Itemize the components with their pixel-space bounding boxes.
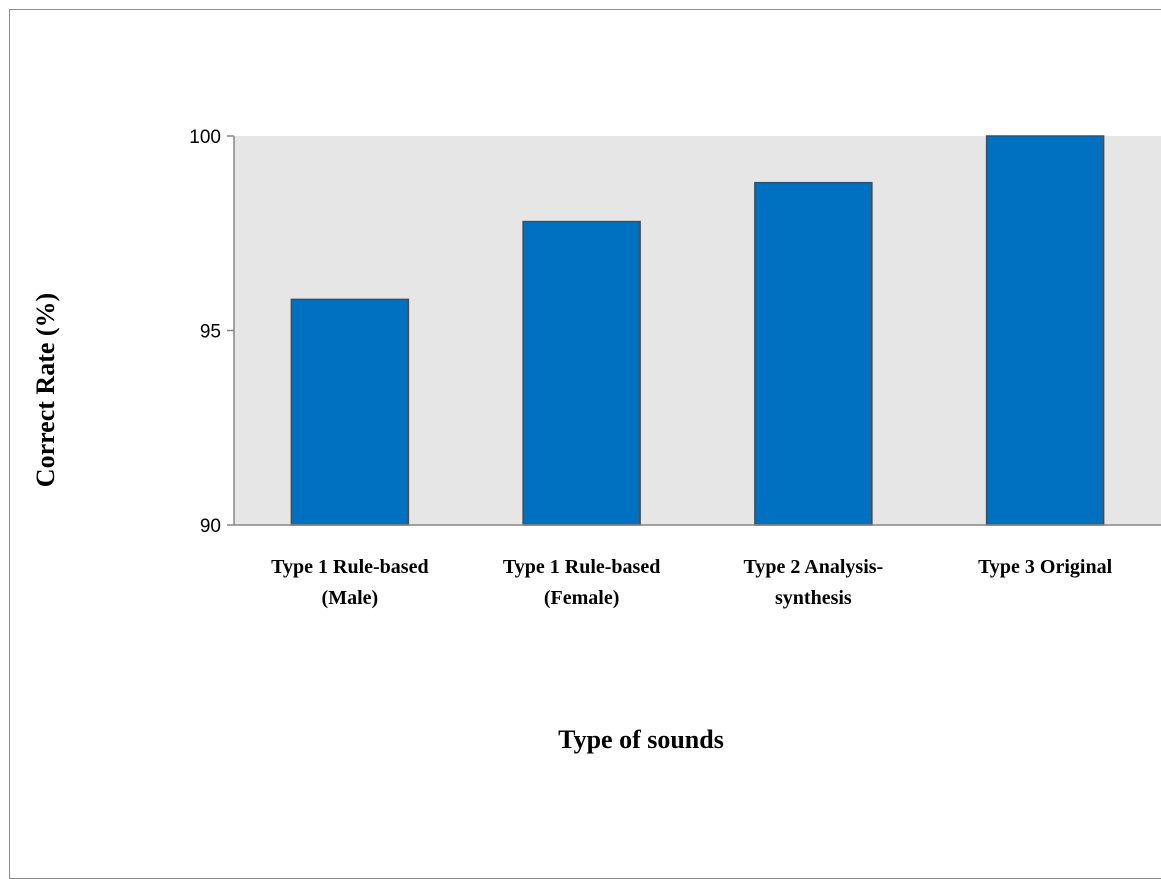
x-tick-label: Type 1 Rule-based bbox=[271, 556, 428, 578]
x-tick-label: (Female) bbox=[544, 587, 620, 609]
y-tick-label: 95 bbox=[200, 322, 221, 343]
bar-group bbox=[290, 135, 1105, 526]
x-axis-title: Type of sounds bbox=[558, 725, 724, 754]
x-tick-label: Type 2 Analysis- bbox=[744, 556, 884, 578]
y-tick-label: 90 bbox=[200, 516, 221, 537]
y-tick-label: 100 bbox=[189, 127, 221, 148]
y-axis-title: Correct Rate (%) bbox=[31, 293, 60, 487]
y-ticks: 90 95 100 bbox=[189, 127, 234, 537]
bar-2 bbox=[522, 220, 641, 526]
x-tick-labels: Type 1 Rule-based (Male) Type 1 Rule-based… bbox=[271, 556, 1112, 609]
bar-1 bbox=[290, 298, 410, 526]
x-tick-label: Type 1 Rule-based bbox=[503, 556, 660, 578]
bar-4 bbox=[985, 135, 1105, 526]
x-tick-label: synthesis bbox=[775, 587, 852, 609]
x-tick-label: (Male) bbox=[322, 587, 379, 609]
x-tick-label: Type 3 Original bbox=[978, 556, 1113, 578]
bar-3 bbox=[754, 181, 873, 526]
